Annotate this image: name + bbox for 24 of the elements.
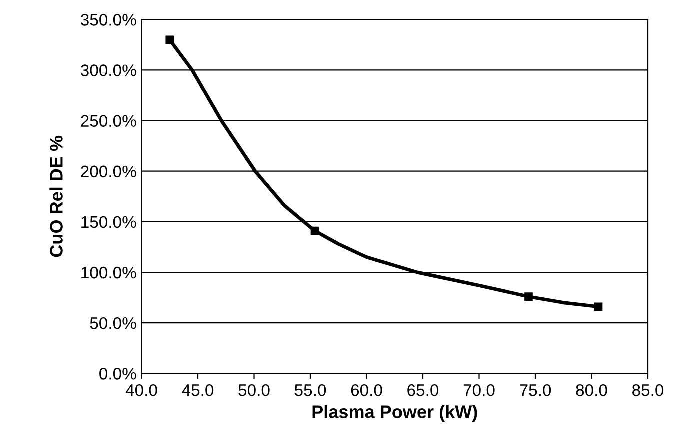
y-tick-label: 200.0%: [81, 166, 136, 178]
x-tick-label: 40.0: [126, 384, 158, 396]
point: [310, 226, 320, 236]
y-tick-label: 100.0%: [82, 266, 136, 279]
x-tick-label: 60.0: [351, 384, 382, 396]
point: [524, 292, 533, 301]
x-tick-label: 75.0: [520, 384, 552, 396]
point: [594, 302, 603, 312]
x-tick-label: 85.0: [632, 384, 664, 396]
x-tick-label: 50.0: [238, 384, 270, 396]
x-tick-label: 70.0: [464, 384, 495, 396]
x-axis-title: Plasma Power (kW): [312, 405, 478, 422]
point: [166, 36, 174, 44]
x-tick-label: 45.0: [182, 384, 214, 396]
x-tick-label: 65.0: [408, 384, 439, 396]
y-axis-title: CuO Rel DE %: [50, 136, 63, 258]
y-tick-label: 150.0%: [82, 216, 136, 228]
y-tick-label: 0.0%: [100, 368, 136, 380]
y-tick-label: 250.0%: [81, 115, 136, 127]
x-tick-label: 55.0: [294, 384, 326, 396]
y-tick-label: 50.0%: [90, 317, 136, 330]
y-tick-label: 350.0%: [81, 14, 136, 26]
x-tick-label: 80.0: [576, 384, 608, 396]
y-tick-label: 300.0%: [81, 64, 136, 76]
